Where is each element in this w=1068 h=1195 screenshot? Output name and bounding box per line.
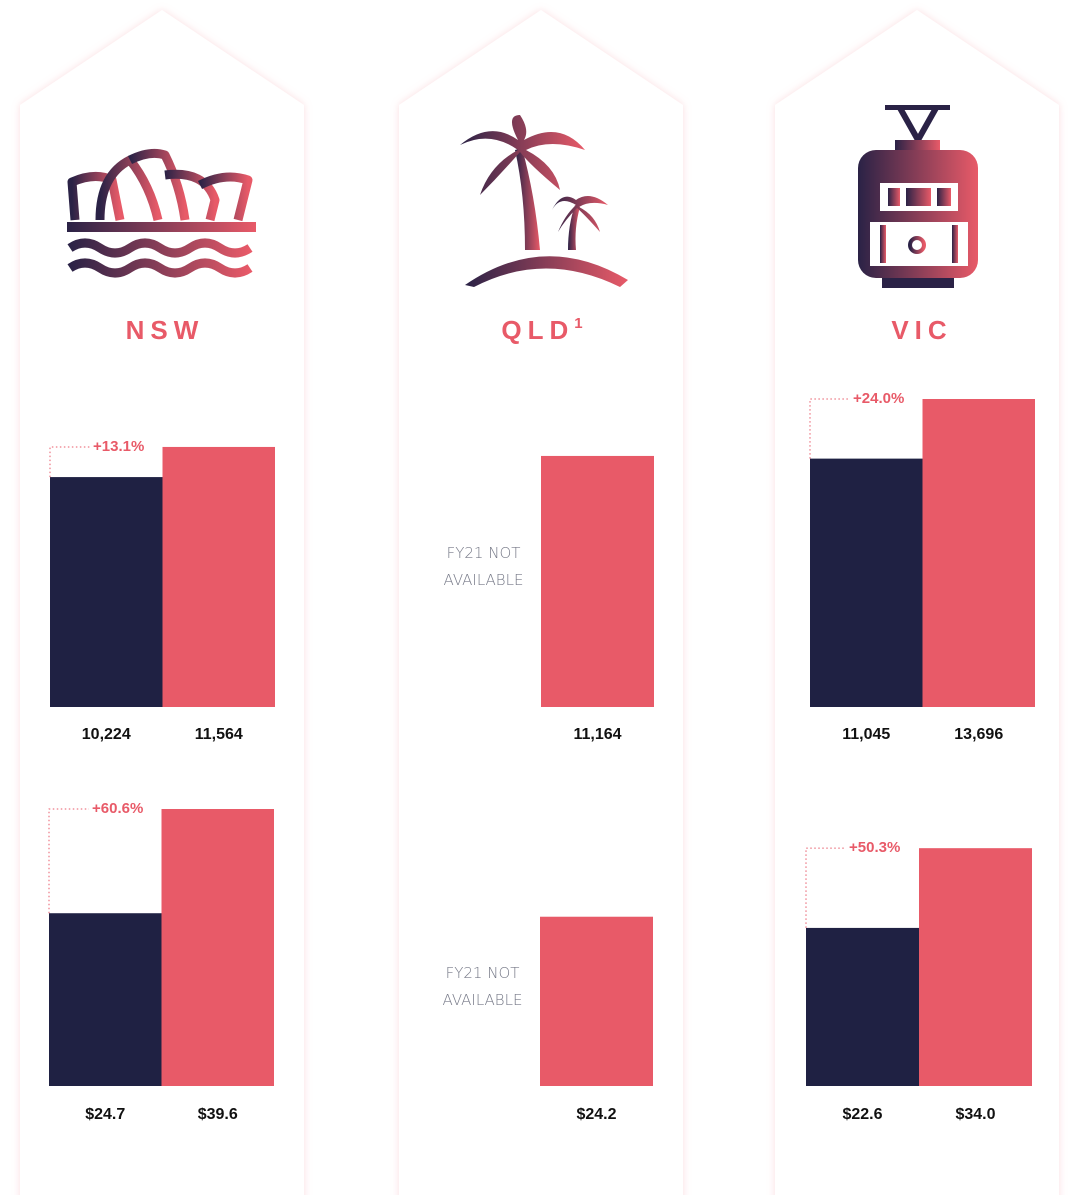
value-label: 13,696 <box>954 726 1003 743</box>
footnote-mark: 1 <box>574 315 588 332</box>
bar <box>162 446 275 707</box>
opera-house-icon <box>67 148 256 278</box>
region-name: QLD <box>501 315 574 345</box>
region-title: VIC <box>891 315 952 345</box>
bar <box>922 399 1035 707</box>
value-label: $34.0 <box>955 1106 995 1123</box>
annotation: +60.6% <box>92 800 143 817</box>
value-label: 11,045 <box>842 726 890 743</box>
note: FY21 NOT AVAILABLE <box>443 544 524 590</box>
region-name: VIC <box>891 315 952 345</box>
annotation: +24.0% <box>853 390 904 407</box>
annotation: +13.1% <box>93 438 144 455</box>
value-label: $22.6 <box>842 1106 882 1123</box>
tram-icon <box>858 105 978 288</box>
value-label: 11,564 <box>195 726 243 743</box>
bar <box>810 458 923 707</box>
bar <box>161 809 274 1086</box>
annotation-line <box>48 808 89 914</box>
bar <box>540 916 653 1086</box>
annotation-line <box>49 446 90 478</box>
bar <box>541 455 654 707</box>
value-label: 10,224 <box>82 726 131 743</box>
bar <box>50 477 163 707</box>
annotation: +50.3% <box>849 839 900 856</box>
region-title: QLD1 <box>501 315 588 345</box>
bar <box>919 848 1032 1086</box>
bar <box>806 927 919 1086</box>
palm-icon <box>460 115 628 287</box>
region-title: NSW <box>126 315 205 345</box>
value-label: $24.2 <box>576 1106 616 1123</box>
note: FY21 NOT AVAILABLE <box>442 964 523 1010</box>
value-label: 11,164 <box>573 726 621 743</box>
value-label: $24.7 <box>85 1106 125 1123</box>
region-name: NSW <box>126 315 205 345</box>
value-label: $39.6 <box>198 1106 238 1123</box>
bar <box>49 913 162 1086</box>
